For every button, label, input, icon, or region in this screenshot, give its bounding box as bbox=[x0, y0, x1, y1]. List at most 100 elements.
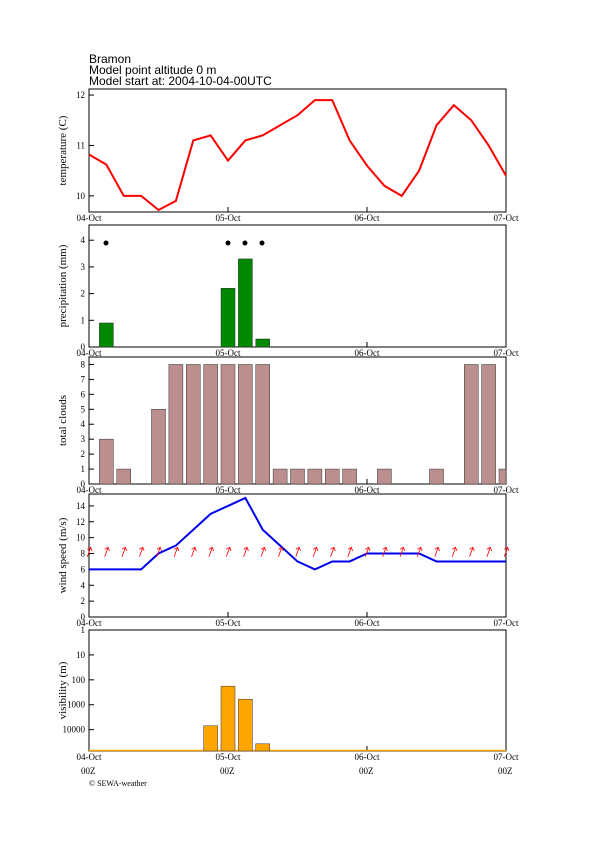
bar bbox=[429, 468, 444, 485]
wind-arrow bbox=[399, 546, 406, 557]
wind-arrow bbox=[260, 546, 267, 557]
bar bbox=[116, 468, 131, 485]
arrow-shaft bbox=[451, 547, 456, 557]
y-tick-label: 14 bbox=[76, 501, 86, 511]
arrow-head bbox=[208, 546, 215, 552]
arrow-head bbox=[417, 546, 423, 552]
arrow-shaft bbox=[173, 547, 178, 557]
wind-arrow bbox=[364, 546, 371, 557]
arrow-head bbox=[313, 546, 319, 552]
wind-arrow bbox=[295, 546, 301, 557]
y-tick-label: 10 bbox=[76, 533, 86, 543]
x-tick-label: 06-Oct bbox=[355, 618, 380, 628]
x-tick-label: 05-Oct bbox=[216, 752, 241, 762]
wind-arrow bbox=[469, 546, 475, 557]
y-tick-label: 2 bbox=[81, 596, 86, 606]
x-tick-label: 06-Oct bbox=[355, 213, 380, 223]
plot-frame bbox=[88, 224, 507, 348]
bar bbox=[272, 468, 288, 485]
y-axis-label: visibility (m) bbox=[57, 661, 69, 719]
y-tick-label: 5 bbox=[81, 404, 86, 414]
wind-arrow bbox=[225, 546, 232, 557]
x-tick-label: 07-Oct bbox=[494, 485, 519, 495]
arrow-head bbox=[139, 546, 145, 552]
arrow-head bbox=[191, 546, 197, 552]
bar bbox=[255, 338, 270, 348]
bar bbox=[238, 698, 253, 752]
arrow-shaft bbox=[364, 547, 370, 557]
wind-arrow bbox=[139, 546, 145, 557]
arrow-head bbox=[330, 546, 336, 552]
y-tick-label: 12 bbox=[76, 90, 85, 100]
arrow-shaft bbox=[139, 547, 144, 557]
arrow-head bbox=[243, 546, 249, 552]
bar bbox=[255, 743, 270, 752]
wind-arrow bbox=[104, 546, 110, 557]
wind-arrow bbox=[208, 546, 215, 557]
y-tick-label: 100 bbox=[72, 675, 86, 685]
bar bbox=[238, 258, 253, 348]
plot-frame bbox=[88, 88, 507, 213]
arrow-head bbox=[156, 546, 162, 552]
y-tick-label: 1000 bbox=[67, 700, 86, 710]
arrow-head bbox=[399, 546, 406, 552]
arrow-shaft bbox=[104, 547, 109, 557]
bar bbox=[203, 725, 218, 752]
arrow-head bbox=[295, 546, 301, 552]
precip-dot bbox=[259, 240, 265, 246]
wind-arrow bbox=[382, 546, 388, 557]
model-start: Model start at: 2004-10-04-00UTC bbox=[89, 74, 272, 88]
y-tick-label: 4 bbox=[81, 580, 86, 590]
y-tick-label: 0 bbox=[81, 342, 86, 352]
wind-arrow bbox=[173, 546, 180, 557]
arrow-shaft bbox=[347, 547, 352, 557]
arrow-shaft bbox=[330, 547, 335, 557]
altitude: Model point altitude 0 m bbox=[89, 63, 216, 77]
x-tick-label: 04-Oct bbox=[77, 348, 102, 358]
y-tick-label: 1 bbox=[81, 464, 86, 474]
bar bbox=[238, 364, 253, 485]
x-tick-label: 07-Oct bbox=[494, 213, 519, 223]
y-axis-label: wind speed (m/s) bbox=[57, 517, 69, 593]
precip-dot bbox=[242, 240, 248, 246]
wind-arrow bbox=[434, 546, 440, 557]
arrow-shaft bbox=[312, 547, 317, 557]
x-tick-label: 05-Oct bbox=[216, 213, 241, 223]
arrow-head bbox=[365, 546, 371, 552]
arrow-shaft bbox=[469, 547, 474, 557]
y-tick-label: 1 bbox=[81, 625, 86, 635]
y-tick-label: 2 bbox=[81, 449, 86, 459]
bar bbox=[168, 364, 184, 485]
bar bbox=[99, 438, 114, 485]
wind-arrow bbox=[191, 546, 197, 557]
bar bbox=[203, 364, 218, 485]
bar bbox=[220, 288, 236, 348]
arrow-head bbox=[174, 546, 180, 552]
arrow-shaft bbox=[399, 547, 404, 557]
arrow-shaft bbox=[382, 547, 387, 557]
arrow-shaft bbox=[208, 547, 213, 557]
x-tick-label: 07-Oct bbox=[494, 348, 519, 358]
wind-arrow bbox=[121, 546, 128, 557]
x-tick-label: 04-Oct bbox=[77, 752, 102, 762]
y-tick-label: 12 bbox=[76, 517, 85, 527]
y-tick-label: 3 bbox=[81, 434, 86, 444]
arrow-shaft bbox=[191, 547, 196, 557]
bar bbox=[151, 409, 166, 485]
bar bbox=[307, 468, 323, 485]
bar bbox=[220, 364, 236, 485]
arrow-shaft bbox=[417, 547, 422, 557]
x-tick-label: 05-Oct bbox=[216, 618, 241, 628]
x-tick-label: 05-Oct bbox=[216, 485, 241, 495]
arrow-head bbox=[504, 546, 510, 552]
data-line bbox=[88, 99, 507, 212]
wind-arrow bbox=[417, 546, 423, 557]
data-line bbox=[89, 496, 506, 571]
x-tick-label: 06-Oct bbox=[355, 348, 380, 358]
bar bbox=[342, 468, 357, 485]
arrow-shaft bbox=[295, 547, 300, 557]
arrow-head bbox=[486, 546, 493, 552]
y-axis-label: precipitation (mm) bbox=[57, 244, 69, 327]
bar bbox=[99, 322, 114, 348]
